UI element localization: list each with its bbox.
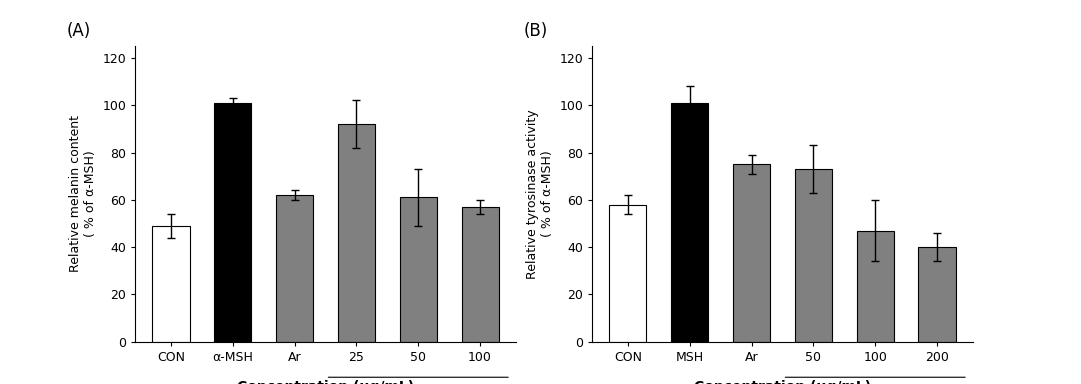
Bar: [671, 103, 708, 342]
Bar: [610, 205, 646, 342]
Y-axis label: Relative melanin content
( % of α-MSH): Relative melanin content ( % of α-MSH): [69, 116, 96, 272]
Bar: [462, 207, 498, 342]
Bar: [400, 197, 437, 342]
X-axis label: Concentration (μg/mL): Concentration (μg/mL): [694, 381, 871, 384]
Bar: [214, 103, 252, 342]
Y-axis label: Relative tyrosinase activity
( % of α-MSH): Relative tyrosinase activity ( % of α-MS…: [525, 109, 553, 279]
Bar: [795, 169, 832, 342]
Bar: [856, 230, 894, 342]
Bar: [276, 195, 313, 342]
Text: (B): (B): [523, 22, 548, 40]
Bar: [338, 124, 375, 342]
Bar: [152, 226, 189, 342]
Text: (A): (A): [67, 22, 91, 40]
Bar: [733, 164, 770, 342]
Bar: [919, 247, 956, 342]
X-axis label: Concentration (μg/mL): Concentration (μg/mL): [237, 381, 414, 384]
